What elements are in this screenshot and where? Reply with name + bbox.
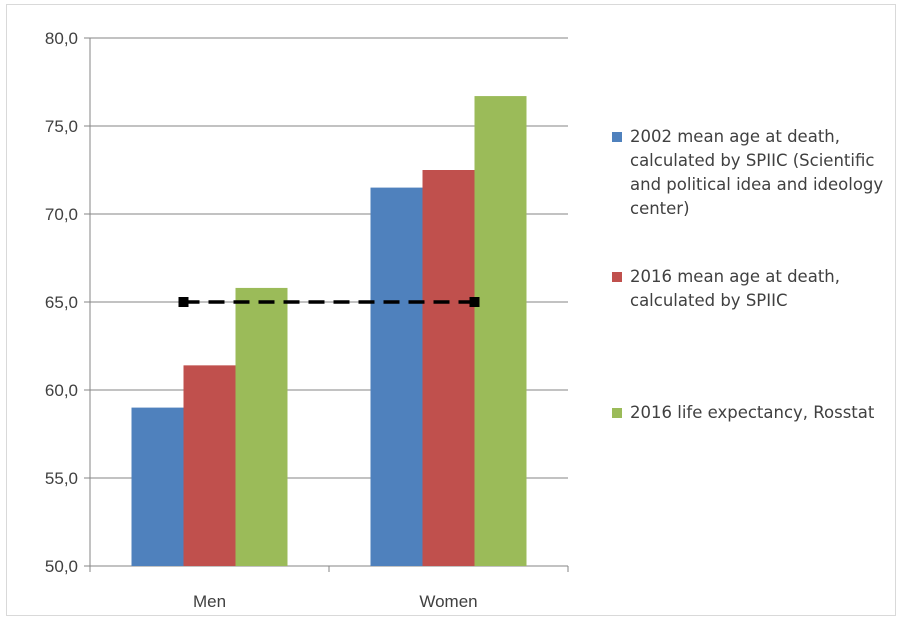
- y-tick-label: 70,0: [45, 205, 78, 224]
- reference-marker-end: [469, 297, 480, 307]
- legend-label-2002: 2002 mean age at death, calculated by SP…: [630, 127, 884, 218]
- legend-swatch-2016-mean: [612, 272, 622, 282]
- legend-swatch-2002: [612, 132, 622, 142]
- bar-men-series-1: [183, 365, 236, 566]
- x-category-label: Women: [419, 592, 477, 611]
- legend-label-2016-life: 2016 life expectancy, Rosstat: [630, 403, 875, 422]
- y-tick-label: 55,0: [45, 469, 78, 488]
- bar-women-series-1: [422, 170, 475, 566]
- bar-men-series-2: [235, 287, 288, 566]
- y-tick-label: 75,0: [45, 117, 78, 136]
- x-category-label: Men: [193, 592, 226, 611]
- bar-women-series-2: [474, 96, 527, 566]
- y-tick-label: 50,0: [45, 557, 78, 576]
- y-tick-label: 60,0: [45, 381, 78, 400]
- legend-swatch-2016-life: [612, 408, 622, 418]
- bar-men-series-0: [131, 407, 184, 566]
- reference-marker-start: [178, 297, 189, 307]
- y-tick-label: 65,0: [45, 293, 78, 312]
- y-tick-label: 80,0: [45, 29, 78, 48]
- legend-label-2016-mean: 2016 mean age at death, calculated by SP…: [630, 267, 840, 310]
- bar-women-series-0: [370, 187, 423, 566]
